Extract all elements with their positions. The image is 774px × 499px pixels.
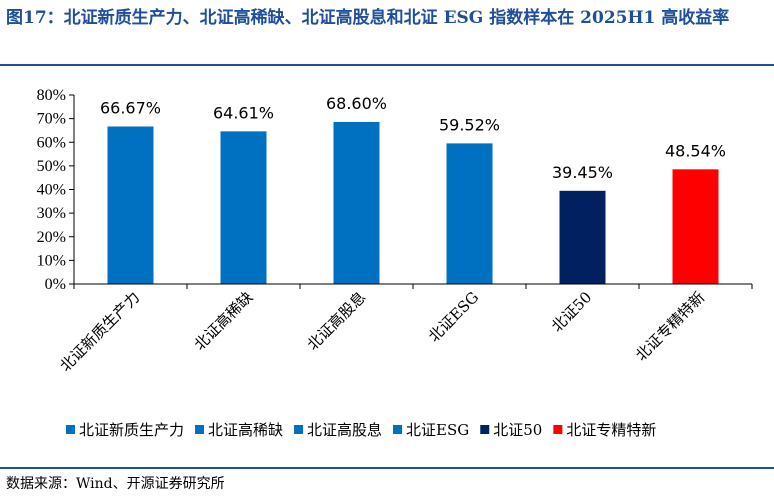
data-label: 39.45%	[552, 163, 613, 182]
legend-swatch	[480, 425, 490, 434]
x-axis: 北证新质生产力 北证高稀缺 北证高股息 北证ESG 北证50 北证专精特新	[56, 283, 753, 375]
y-tick-label: 80%	[37, 87, 66, 104]
bar	[333, 121, 380, 285]
legend-swatch	[553, 425, 563, 434]
y-tick-label: 20%	[37, 229, 66, 246]
x-category-label: 北证高稀缺	[191, 288, 257, 354]
bar	[446, 143, 493, 284]
legend-label: 北证高股息	[307, 421, 382, 439]
y-tick-label: 40%	[37, 182, 66, 199]
data-label: 59.52%	[439, 115, 500, 134]
legend-swatch	[66, 425, 75, 434]
legend-label: 北证高稀缺	[208, 421, 283, 439]
data-labels: 66.67% 64.61% 68.60% 59.52% 39.45% 48.54%	[100, 94, 726, 182]
y-tick-label: 30%	[37, 205, 66, 222]
data-source: 数据来源：Wind、开源证券研究所	[6, 476, 225, 492]
y-tick-label: 60%	[37, 134, 66, 151]
legend-label: 北证50	[493, 421, 542, 439]
x-category-label: 北证高股息	[304, 288, 370, 354]
y-tick-label: 10%	[37, 252, 66, 269]
data-label: 64.61%	[213, 103, 274, 122]
y-axis: 0% 10% 20% 30% 40% 50% 60% 70% 80%	[37, 87, 75, 293]
legend-label: 北证新质生产力	[79, 421, 184, 439]
title-rule	[0, 64, 774, 66]
figure-title: 图17：北证新质生产力、北证高稀缺、北证高股息和北证 ESG 指数样本在 202…	[6, 8, 730, 28]
legend-swatch	[393, 425, 403, 434]
bars	[107, 121, 719, 285]
data-label: 48.54%	[665, 141, 726, 160]
data-label: 68.60%	[326, 94, 387, 113]
y-tick-label: 50%	[37, 158, 66, 175]
y-tick-label: 0%	[45, 276, 66, 293]
bar	[220, 131, 267, 284]
bar	[107, 126, 154, 284]
x-category-label: 北证50	[548, 288, 595, 335]
legend-label: 北证专精特新	[566, 421, 656, 439]
data-label: 66.67%	[100, 98, 161, 117]
x-category-label: 北证专精特新	[632, 288, 708, 364]
legend-label: 北证ESG	[406, 421, 469, 439]
x-category-label: 北证ESG	[425, 288, 482, 345]
legend: 北证新质生产力 北证高稀缺 北证高股息 北证ESG 北证50 北证专精特新	[66, 421, 656, 439]
legend-swatch	[294, 425, 304, 434]
bar	[672, 169, 719, 284]
legend-swatch	[195, 425, 205, 434]
bar	[559, 190, 606, 284]
y-tick-label: 70%	[37, 111, 66, 128]
source-rule	[0, 467, 774, 469]
x-category-label: 北证新质生产力	[56, 288, 143, 375]
